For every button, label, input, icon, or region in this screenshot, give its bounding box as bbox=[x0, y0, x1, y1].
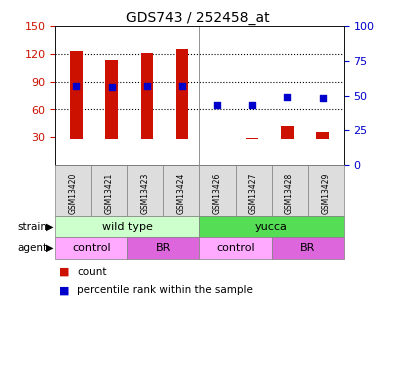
Text: GSM13424: GSM13424 bbox=[177, 173, 186, 214]
Text: ■: ■ bbox=[59, 285, 70, 296]
Text: GSM13420: GSM13420 bbox=[69, 173, 78, 214]
Text: yucca: yucca bbox=[255, 222, 288, 231]
Bar bbox=[316, 132, 329, 139]
Text: ■: ■ bbox=[59, 267, 70, 277]
Bar bbox=[281, 126, 293, 139]
Text: count: count bbox=[77, 267, 107, 277]
Text: BR: BR bbox=[300, 243, 315, 253]
Text: GSM13421: GSM13421 bbox=[105, 173, 114, 214]
Bar bbox=[246, 138, 258, 139]
Point bbox=[179, 83, 185, 89]
Text: control: control bbox=[216, 243, 255, 253]
Text: percentile rank within the sample: percentile rank within the sample bbox=[77, 285, 253, 296]
Point bbox=[284, 94, 291, 100]
Point bbox=[320, 95, 326, 101]
Point bbox=[249, 102, 256, 108]
Point bbox=[108, 84, 115, 90]
Bar bbox=[176, 50, 188, 139]
Bar bbox=[105, 60, 118, 139]
Text: GSM13428: GSM13428 bbox=[285, 173, 294, 214]
Text: GSM13429: GSM13429 bbox=[321, 173, 330, 214]
Text: BR: BR bbox=[156, 243, 171, 253]
Text: GSM13427: GSM13427 bbox=[249, 173, 258, 214]
Bar bbox=[141, 53, 153, 139]
Text: GSM13426: GSM13426 bbox=[213, 173, 222, 214]
Point bbox=[73, 83, 79, 89]
Text: agent: agent bbox=[17, 243, 47, 253]
Point bbox=[143, 83, 150, 89]
Text: ▶: ▶ bbox=[46, 243, 53, 253]
Text: control: control bbox=[72, 243, 111, 253]
Text: ▶: ▶ bbox=[46, 222, 53, 231]
Bar bbox=[70, 51, 83, 139]
Text: wild type: wild type bbox=[102, 222, 153, 231]
Point bbox=[214, 102, 220, 108]
Text: GSM13423: GSM13423 bbox=[141, 173, 150, 214]
Text: GDS743 / 252458_at: GDS743 / 252458_at bbox=[126, 11, 269, 25]
Text: strain: strain bbox=[17, 222, 47, 231]
